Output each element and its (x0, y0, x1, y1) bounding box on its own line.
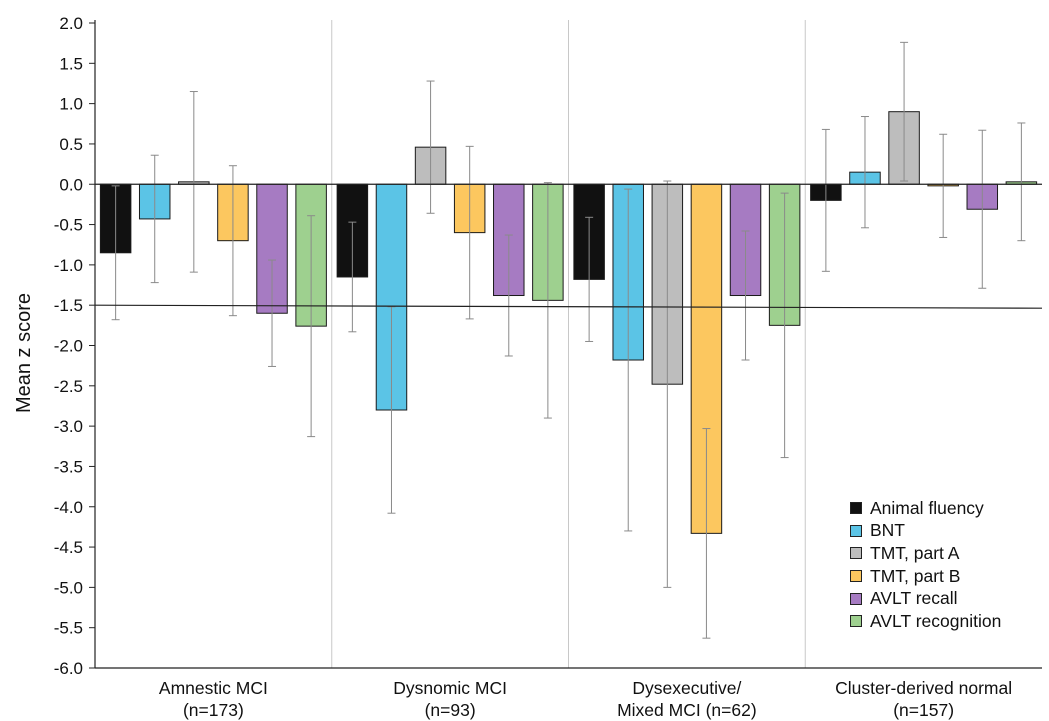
x-category-label: (n=173) (183, 700, 244, 720)
legend-item: AVLT recall (850, 587, 1001, 610)
legend-swatch (850, 524, 862, 537)
x-category-label: Mixed MCI (n=62) (617, 700, 757, 720)
legend-label: Animal fluency (870, 497, 984, 518)
legend-label: AVLT recall (870, 588, 958, 609)
x-category-label: Cluster-derived normal (835, 678, 1012, 698)
y-tick-label: -0.5 (54, 216, 83, 235)
legend-label: TMT, part A (870, 542, 960, 563)
legend-item: TMT, part A (850, 542, 1001, 565)
y-tick-label: -6.0 (54, 659, 83, 678)
y-tick-label: -3.0 (54, 417, 83, 436)
reference-line (94, 304, 1043, 309)
x-category-label: Dysnomic MCI (393, 678, 507, 698)
y-tick-label: -5.0 (54, 578, 83, 597)
y-tick-label: -2.0 (54, 337, 83, 356)
legend-swatch (850, 570, 862, 583)
y-tick-label: 1.5 (59, 54, 83, 73)
y-tick-label: 2.0 (59, 14, 83, 33)
legend-swatch (850, 502, 862, 515)
legend-item: AVLT recognition (850, 610, 1001, 633)
y-tick-label: -5.5 (54, 619, 83, 638)
legend-label: BNT (870, 520, 905, 541)
y-tick-label: -1.0 (54, 256, 83, 275)
legend-item: BNT (850, 520, 1001, 543)
y-tick-label: 1.0 (59, 95, 83, 114)
y-tick-label: -4.0 (54, 498, 83, 517)
legend-item: TMT, part B (850, 565, 1001, 588)
y-tick-label: -2.5 (54, 377, 83, 396)
y-tick-label: -4.5 (54, 538, 83, 557)
y-axis-label: Mean z score (13, 293, 35, 413)
x-category-label: Dysexecutive/ (632, 678, 741, 698)
y-tick-label: 0.0 (59, 175, 83, 194)
y-tick-label: 0.5 (59, 135, 83, 154)
legend-label: TMT, part B (870, 565, 961, 586)
legend-swatch (850, 592, 862, 605)
legend-label: AVLT recognition (870, 610, 1002, 631)
x-category-label: Amnestic MCI (159, 678, 268, 698)
legend-swatch (850, 615, 862, 628)
legend-swatch (850, 547, 862, 560)
y-tick-label: -3.5 (54, 457, 83, 476)
legend-item: Animal fluency (850, 497, 1001, 520)
x-category-label: (n=157) (893, 700, 954, 720)
x-category-label: (n=93) (425, 700, 476, 720)
y-tick-label: -1.5 (54, 296, 83, 315)
